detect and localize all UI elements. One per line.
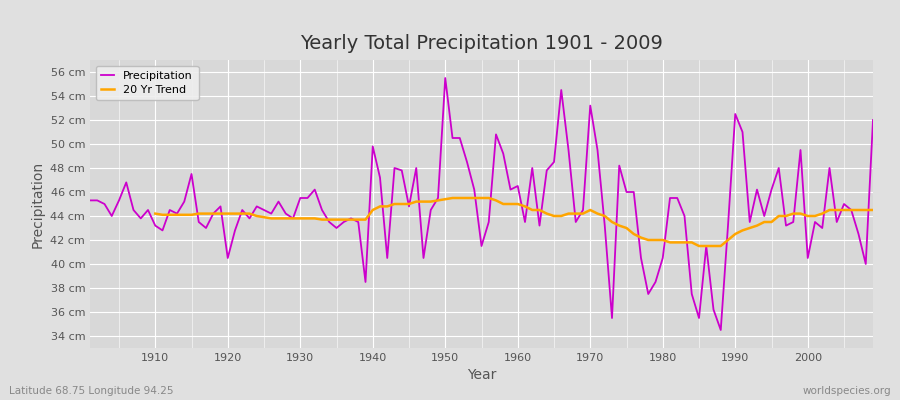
Text: worldspecies.org: worldspecies.org — [803, 386, 891, 396]
20 Yr Trend — [824, 208, 835, 212]
Precipitation — [85, 198, 95, 203]
X-axis label: Year: Year — [467, 368, 496, 382]
Precipitation — [868, 118, 878, 122]
Precipitation — [302, 196, 313, 200]
20 Yr Trend — [149, 211, 160, 216]
Line: 20 Yr Trend: 20 Yr Trend — [155, 198, 873, 246]
20 Yr Trend — [288, 216, 299, 221]
20 Yr Trend — [447, 196, 458, 200]
Precipitation — [142, 208, 153, 212]
20 Yr Trend — [694, 244, 705, 248]
Precipitation — [346, 216, 356, 221]
20 Yr Trend — [846, 208, 857, 212]
Precipitation — [716, 328, 726, 332]
Y-axis label: Precipitation: Precipitation — [31, 160, 45, 248]
Precipitation — [519, 220, 530, 224]
Line: Precipitation: Precipitation — [90, 78, 873, 330]
Legend: Precipitation, 20 Yr Trend: Precipitation, 20 Yr Trend — [95, 66, 199, 100]
Precipitation — [440, 76, 451, 80]
Text: Latitude 68.75 Longitude 94.25: Latitude 68.75 Longitude 94.25 — [9, 386, 174, 396]
20 Yr Trend — [317, 217, 328, 222]
Precipitation — [607, 316, 617, 320]
20 Yr Trend — [585, 208, 596, 212]
Title: Yearly Total Precipitation 1901 - 2009: Yearly Total Precipitation 1901 - 2009 — [300, 34, 663, 53]
20 Yr Trend — [526, 208, 537, 212]
20 Yr Trend — [868, 208, 878, 212]
Precipitation — [512, 184, 523, 188]
